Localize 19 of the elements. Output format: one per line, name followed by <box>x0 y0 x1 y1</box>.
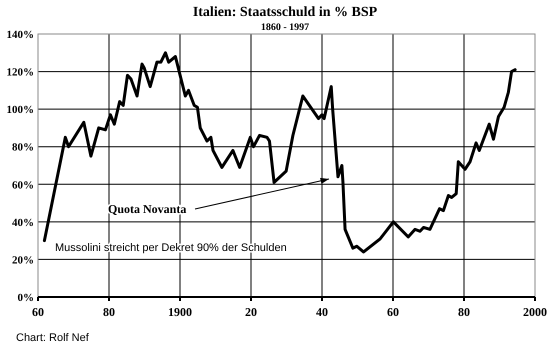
y-tick-label: 40% <box>12 216 34 229</box>
x-tick-label: 40 <box>316 305 328 319</box>
chart-subtitle: 1860 - 1997 <box>260 22 310 33</box>
y-tick-label: 100% <box>6 104 34 116</box>
y-tick-label: 0% <box>18 292 34 304</box>
x-tick-label: 20 <box>245 305 257 319</box>
x-tick-label: 80 <box>103 305 115 319</box>
x-tick-label: 60 <box>387 305 399 319</box>
y-tick-label: 140% <box>6 29 34 41</box>
y-tick-label: 20% <box>12 254 34 266</box>
chart-title: Italien: Staatsschuld in % BSP <box>192 5 378 20</box>
y-tick-label: 80% <box>12 142 34 154</box>
x-tick-label: 1900 <box>168 305 192 319</box>
x-tick-label: 80 <box>458 305 470 319</box>
x-tick-label: 60 <box>32 305 44 319</box>
y-tick-label: 120% <box>6 66 34 79</box>
x-tick-label: 2000 <box>523 305 547 319</box>
y-tick-label: 60% <box>12 179 34 192</box>
text: Chart: Rolf Nef <box>16 332 90 344</box>
